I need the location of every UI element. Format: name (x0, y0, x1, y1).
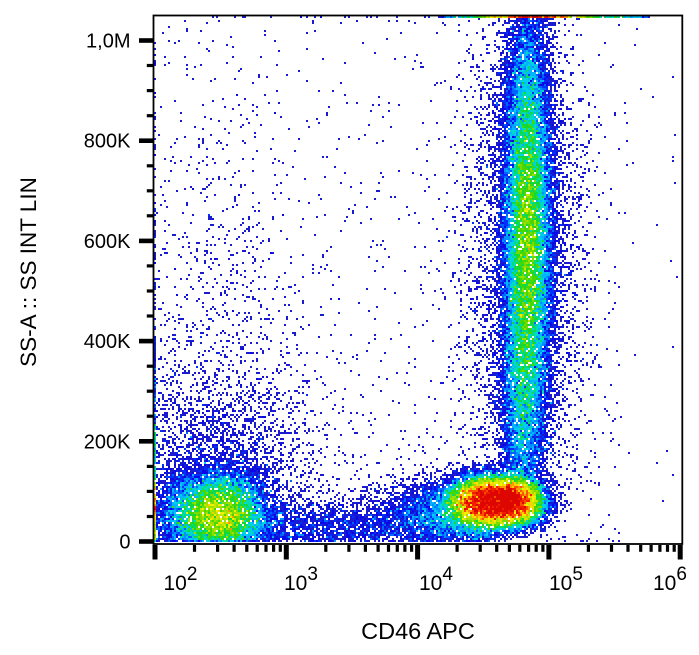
svg-text:SS-A :: SS INT LIN: SS-A :: SS INT LIN (16, 177, 41, 367)
svg-text:1,0M: 1,0M (86, 31, 130, 53)
svg-text:CD46 APC: CD46 APC (361, 618, 475, 644)
svg-text:800K: 800K (84, 131, 131, 153)
svg-text:200K: 200K (84, 431, 131, 453)
svg-text:400K: 400K (84, 331, 131, 353)
svg-text:600K: 600K (84, 231, 131, 253)
svg-text:0: 0 (119, 532, 130, 554)
